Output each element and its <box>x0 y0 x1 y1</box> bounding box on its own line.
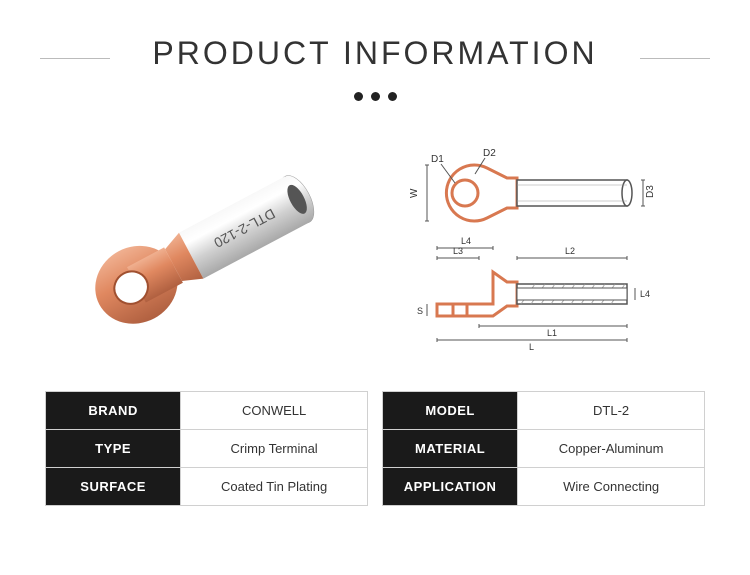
image-row: DTL-2-120 D1 <box>0 101 750 391</box>
spec-value: Copper-Aluminum <box>518 430 705 468</box>
svg-text:L4: L4 <box>640 289 650 299</box>
technical-diagram: D1 D2 W D3 <box>405 136 705 366</box>
svg-text:W: W <box>409 188 420 198</box>
page-title: PRODUCT INFORMATION <box>0 35 750 72</box>
spec-label: SURFACE <box>46 468 181 506</box>
table-row: APPLICATION Wire Connecting <box>383 468 705 506</box>
dot-icon <box>371 92 380 101</box>
table-row: SURFACE Coated Tin Plating <box>46 468 368 506</box>
svg-text:L3: L3 <box>453 246 463 256</box>
svg-text:L4: L4 <box>461 236 471 246</box>
spec-value: DTL-2 <box>518 392 705 430</box>
spec-table-left: BRAND CONWELL TYPE Crimp Terminal SURFAC… <box>45 391 368 506</box>
table-row: MATERIAL Copper-Aluminum <box>383 430 705 468</box>
table-row: TYPE Crimp Terminal <box>46 430 368 468</box>
spec-value: Coated Tin Plating <box>181 468 368 506</box>
table-row: MODEL DTL-2 <box>383 392 705 430</box>
svg-text:S: S <box>417 306 423 316</box>
svg-text:L1: L1 <box>547 328 557 338</box>
dot-icon <box>388 92 397 101</box>
product-photo: DTL-2-120 <box>45 136 355 366</box>
svg-text:L2: L2 <box>565 246 575 256</box>
spec-tables: BRAND CONWELL TYPE Crimp Terminal SURFAC… <box>0 391 750 506</box>
spec-table-right: MODEL DTL-2 MATERIAL Copper-Aluminum APP… <box>382 391 705 506</box>
spec-label: MATERIAL <box>383 430 518 468</box>
svg-text:D2: D2 <box>483 148 496 159</box>
spec-label: MODEL <box>383 392 518 430</box>
svg-text:D3: D3 <box>645 185 656 198</box>
table-row: BRAND CONWELL <box>46 392 368 430</box>
diagram-side-view: L4 L3 L2 L4 L1 L <box>417 236 650 352</box>
dot-icon <box>354 92 363 101</box>
spec-value: Wire Connecting <box>518 468 705 506</box>
header: PRODUCT INFORMATION <box>0 0 750 101</box>
spec-label: BRAND <box>46 392 181 430</box>
svg-text:D1: D1 <box>431 154 444 165</box>
decorative-dots <box>0 92 750 101</box>
diagram-top-view: D1 D2 W D3 <box>409 148 656 221</box>
spec-value: CONWELL <box>181 392 368 430</box>
svg-text:L: L <box>529 342 534 352</box>
spec-label: APPLICATION <box>383 468 518 506</box>
spec-value: Crimp Terminal <box>181 430 368 468</box>
spec-label: TYPE <box>46 430 181 468</box>
